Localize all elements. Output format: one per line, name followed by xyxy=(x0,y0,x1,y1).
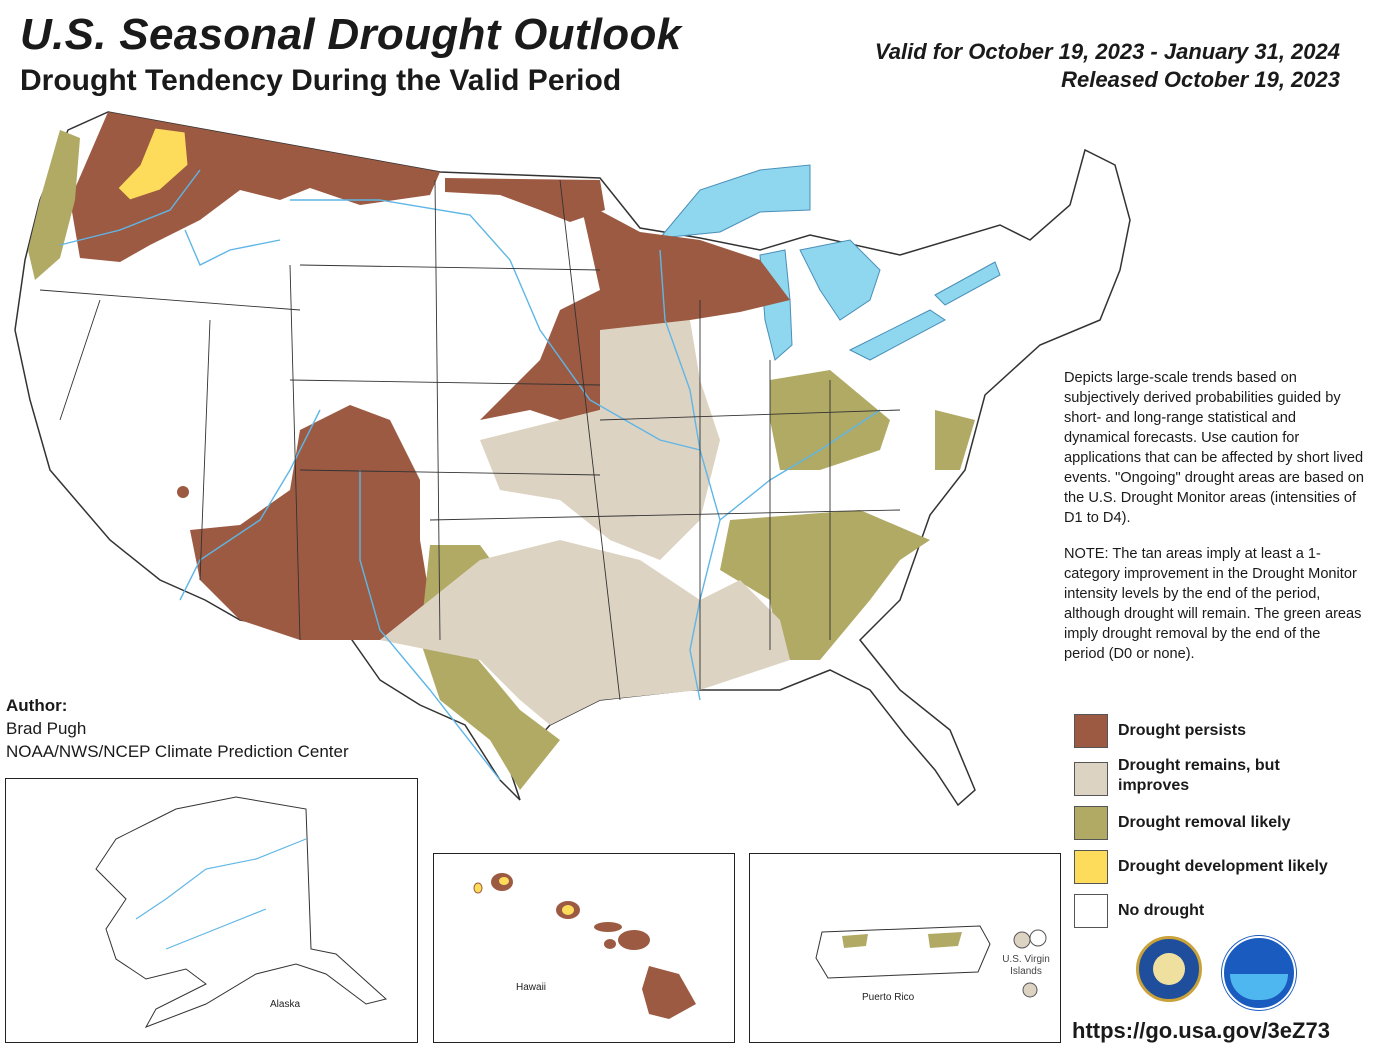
nevada-brown-spot xyxy=(177,486,189,498)
description-para2: NOTE: The tan areas imply at least a 1-c… xyxy=(1064,546,1362,662)
lanai-island xyxy=(604,939,616,949)
hawaii-map xyxy=(473,873,696,1019)
puerto-rico-map xyxy=(815,925,1047,998)
st-thomas-island xyxy=(1013,931,1031,949)
legend-swatch-removal xyxy=(1074,806,1108,840)
legend: Drought persists Drought remains, but im… xyxy=(1074,712,1374,936)
legend-swatch-development xyxy=(1074,850,1108,884)
southeast-green xyxy=(720,510,930,660)
mississippi-river xyxy=(659,249,721,701)
missouri-river xyxy=(290,199,701,451)
map-description: Depicts large-scale trends based on subj… xyxy=(1064,368,1364,680)
legend-item-improves: Drought remains, but improves xyxy=(1074,756,1374,802)
legend-swatch-none xyxy=(1074,894,1108,928)
border-line xyxy=(299,264,601,271)
oahu-yellow xyxy=(562,905,574,915)
alaska-label: Alaska xyxy=(270,999,301,1010)
yukon-river xyxy=(135,838,307,920)
hawaii-inset: Hawaii xyxy=(433,853,735,1043)
author-name: Brad Pugh xyxy=(6,719,87,738)
niihau-island xyxy=(473,882,483,894)
hawaii-label: Hawaii xyxy=(516,982,547,993)
state-borders xyxy=(39,179,901,701)
lake-erie xyxy=(848,309,946,361)
drought-development-area xyxy=(117,127,189,201)
border-line xyxy=(434,179,441,641)
border-line xyxy=(289,379,601,386)
map-subtitle: Drought Tendency During the Valid Period xyxy=(20,64,622,97)
rio-grande xyxy=(359,470,501,781)
maui-island xyxy=(618,930,650,950)
puerto-rico-outline xyxy=(815,925,991,979)
vi-label-line1: U.S. Virgin xyxy=(1002,954,1050,965)
legend-label-removal: Drought removal likely xyxy=(1118,814,1291,831)
plains-tan xyxy=(480,320,720,560)
legend-item-none: No drought xyxy=(1074,892,1374,934)
alaska-map xyxy=(95,796,388,1028)
border-line xyxy=(59,299,101,421)
puerto-rico-label: Puerto Rico xyxy=(862,992,915,1003)
kauai-yellow xyxy=(499,877,509,885)
lake-ontario xyxy=(934,261,1001,306)
puerto-rico-inset: Puerto Rico U.S. Virgin Islands xyxy=(749,853,1061,1043)
lake-huron xyxy=(799,239,881,321)
north-central-brown xyxy=(445,178,605,222)
valid-line: Valid for October 19, 2023 - January 31,… xyxy=(874,39,1340,64)
puerto-rico-green-west xyxy=(842,934,868,948)
border-line xyxy=(289,264,301,641)
molokai-island xyxy=(594,922,622,932)
legend-item-persists: Drought persists xyxy=(1074,712,1374,754)
mid-atlantic-green xyxy=(935,410,975,470)
columbia-river xyxy=(59,169,201,246)
southern-tan xyxy=(380,540,790,725)
noaa-wave-icon xyxy=(1230,974,1288,1000)
legend-label-none: No drought xyxy=(1118,902,1205,919)
southwest-brown xyxy=(190,405,430,640)
legend-item-development: Drought development likely xyxy=(1074,848,1374,890)
alaska-inset: Alaska xyxy=(5,778,418,1043)
vi-label-line2: Islands xyxy=(1010,966,1042,977)
pnw-coast-green xyxy=(28,130,80,280)
rivers xyxy=(59,169,881,781)
midwest-brown xyxy=(480,200,790,420)
valid-period: Valid for October 19, 2023 - January 31,… xyxy=(875,38,1340,94)
author-org: NOAA/NWS/NCEP Climate Prediction Center xyxy=(6,742,349,761)
legend-swatch-persists xyxy=(1074,714,1108,748)
big-island xyxy=(642,966,696,1019)
border-line xyxy=(559,179,621,701)
border-line xyxy=(299,469,601,476)
border-line xyxy=(429,509,901,521)
alaska-rivers xyxy=(135,838,307,950)
map-title: U.S. Seasonal Drought Outlook xyxy=(20,10,682,59)
author-heading: Author: xyxy=(6,696,68,715)
released-line: Released October 19, 2023 xyxy=(1061,67,1340,92)
puerto-rico-green-east xyxy=(928,932,962,948)
legend-item-removal: Drought removal likely xyxy=(1074,804,1374,846)
legend-label-persists: Drought persists xyxy=(1118,722,1247,739)
st-croix-island xyxy=(1022,982,1038,998)
st-john-island xyxy=(1029,929,1047,947)
border-line xyxy=(39,289,301,311)
legend-swatch-improves xyxy=(1074,762,1108,796)
lake-superior xyxy=(658,164,811,239)
noaa-logo-icon xyxy=(1222,936,1296,1010)
alaska-outline xyxy=(95,796,388,1028)
author-block: Author: Brad Pugh NOAA/NWS/NCEP Climate … xyxy=(6,694,349,763)
border-line xyxy=(599,409,901,421)
virgin-islands-label: U.S. Virgin Islands xyxy=(994,954,1058,978)
drought-improves-areas xyxy=(380,320,790,725)
outlook-url[interactable]: https://go.usa.gov/3eZ73 xyxy=(1072,1018,1330,1043)
border-line xyxy=(199,319,211,581)
snake-river xyxy=(184,229,281,266)
colorado-river xyxy=(179,409,321,601)
doc-seal-icon xyxy=(1136,936,1202,1002)
description-para1: Depicts large-scale trends based on subj… xyxy=(1064,370,1365,526)
kuskokwim-river xyxy=(165,908,267,950)
ohio-river xyxy=(719,409,881,521)
legend-label-improves: Drought remains, but improves xyxy=(1118,757,1280,794)
great-lakes xyxy=(658,164,1001,361)
doc-seal-inner-icon xyxy=(1153,953,1185,985)
legend-label-development: Drought development likely xyxy=(1118,858,1328,875)
